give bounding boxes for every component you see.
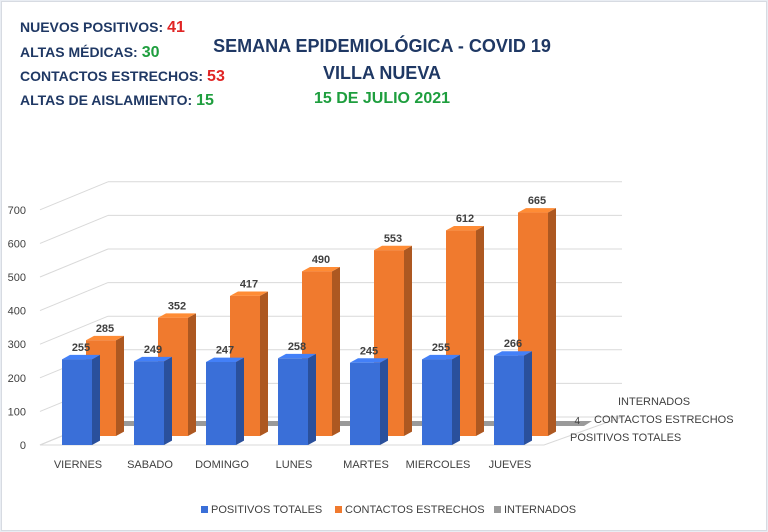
stat-label: ALTAS MÉDICAS: [20, 44, 138, 60]
bar-positivos [206, 362, 236, 445]
bar-contactos-side [476, 225, 484, 436]
y-tick-label: 200 [8, 373, 26, 385]
data-label: 4 [574, 416, 580, 427]
bar-contactos-side [548, 208, 556, 436]
bar-contactos-side [404, 245, 412, 436]
bar-positivos-side [308, 353, 316, 445]
bar-contactos-side [332, 266, 340, 436]
bar-positivos [350, 362, 380, 445]
bar-positivos-top [62, 354, 100, 360]
stat-altas-medicas: ALTAS MÉDICAS: 30 [20, 44, 160, 62]
y-tick-label: 100 [8, 406, 26, 418]
bar-positivos-top [494, 351, 532, 356]
data-label: 247 [216, 345, 234, 357]
stat-altas-aislamiento: ALTAS DE AISLAMIENTO: 15 [20, 92, 214, 110]
stat-value: 15 [196, 92, 214, 109]
bar-positivos [278, 358, 308, 445]
legend-label: INTERNADOS [504, 504, 576, 516]
data-label: 490 [312, 254, 330, 266]
gridline-side [39, 282, 109, 312]
data-label: 258 [288, 341, 306, 353]
x-tick-label: JUEVES [489, 459, 532, 471]
bar-positivos-side [164, 356, 172, 445]
chart-subtitle: VILLA NUEVA [322, 63, 441, 83]
x-tick-label: DOMINGO [195, 459, 249, 471]
bar-contactos-top [446, 225, 484, 231]
gridline-side [39, 181, 109, 211]
stat-value: 41 [167, 19, 185, 36]
bar-positivos [422, 359, 452, 445]
bar-contactos-top [302, 266, 340, 272]
bar-positivos-top [206, 357, 244, 363]
stat-label: NUEVOS POSITIVOS: [20, 19, 164, 35]
legend-label: POSITIVOS TOTALES [211, 504, 322, 516]
y-tick-label: 700 [8, 205, 26, 217]
gridline-side [39, 248, 109, 278]
legend-swatch [494, 506, 501, 513]
bar-contactos-side [116, 335, 124, 436]
stat-label: CONTACTOS ESTRECHOS: [20, 68, 204, 84]
chart-title: SEMANA EPIDEMIOLÓGICA - COVID 19 [213, 36, 551, 56]
gridline-side [39, 315, 109, 345]
bar-positivos-side [524, 351, 532, 445]
y-tick-label: 0 [20, 440, 26, 452]
data-label: 285 [96, 323, 114, 335]
data-label: 266 [504, 338, 522, 350]
bar-positivos-top [134, 356, 172, 362]
data-label: 249 [144, 344, 162, 356]
x-tick-label: VIERNES [54, 459, 102, 471]
bar-positivos-top [422, 354, 460, 360]
data-label: 255 [432, 342, 450, 354]
bar-contactos-top [374, 245, 412, 251]
depth-axis-label: INTERNADOS [618, 396, 690, 408]
stat-contactos-estrechos: CONTACTOS ESTRECHOS: 53 [20, 68, 225, 86]
stat-value: 53 [207, 68, 225, 85]
gridline-side [39, 214, 109, 244]
stat-nuevos-positivos: NUEVOS POSITIVOS: 41 [20, 19, 185, 37]
x-tick-label: MARTES [343, 459, 389, 471]
data-label: 417 [240, 278, 258, 290]
data-label: 665 [528, 195, 546, 207]
x-tick-label: LUNES [276, 459, 313, 471]
depth-axis-label: POSITIVOS TOTALES [570, 432, 681, 444]
data-label: 553 [384, 233, 402, 245]
legend-swatch [335, 506, 342, 513]
bar-positivos [62, 359, 92, 445]
x-tick-label: MIERCOLES [406, 459, 471, 471]
bar-positivos-side [452, 354, 460, 445]
bar-contactos-side [260, 291, 268, 436]
bar-contactos-top [158, 313, 196, 318]
bar-contactos-top [518, 208, 556, 213]
x-tick-label: SABADO [127, 459, 173, 471]
bar-contactos-side [188, 313, 196, 436]
data-label: 245 [360, 345, 378, 357]
bar-positivos-top [278, 353, 316, 359]
y-tick-label: 600 [8, 238, 26, 250]
bar-positivos-side [380, 358, 388, 445]
bar-positivos-side [236, 357, 244, 445]
data-label: 352 [168, 300, 186, 312]
data-label: 612 [456, 213, 474, 225]
bar-positivos-top [350, 358, 388, 363]
chart-date: 15 DE JULIO 2021 [313, 90, 451, 107]
y-tick-label: 400 [8, 306, 26, 318]
data-label: 255 [72, 342, 90, 354]
legend-swatch [201, 506, 208, 513]
legend-label: CONTACTOS ESTRECHOS [345, 504, 485, 516]
bar-positivos [494, 355, 524, 445]
depth-axis-label: CONTACTOS ESTRECHOS [594, 414, 734, 426]
stat-label: ALTAS DE AISLAMIENTO: [20, 92, 193, 108]
y-tick-label: 500 [8, 272, 26, 284]
bar-positivos-side [92, 354, 100, 445]
stat-value: 30 [141, 44, 160, 61]
bar-positivos [134, 361, 164, 445]
bar-contactos-top [86, 335, 124, 341]
bar-contactos-top [230, 291, 268, 296]
y-tick-label: 300 [8, 339, 26, 351]
